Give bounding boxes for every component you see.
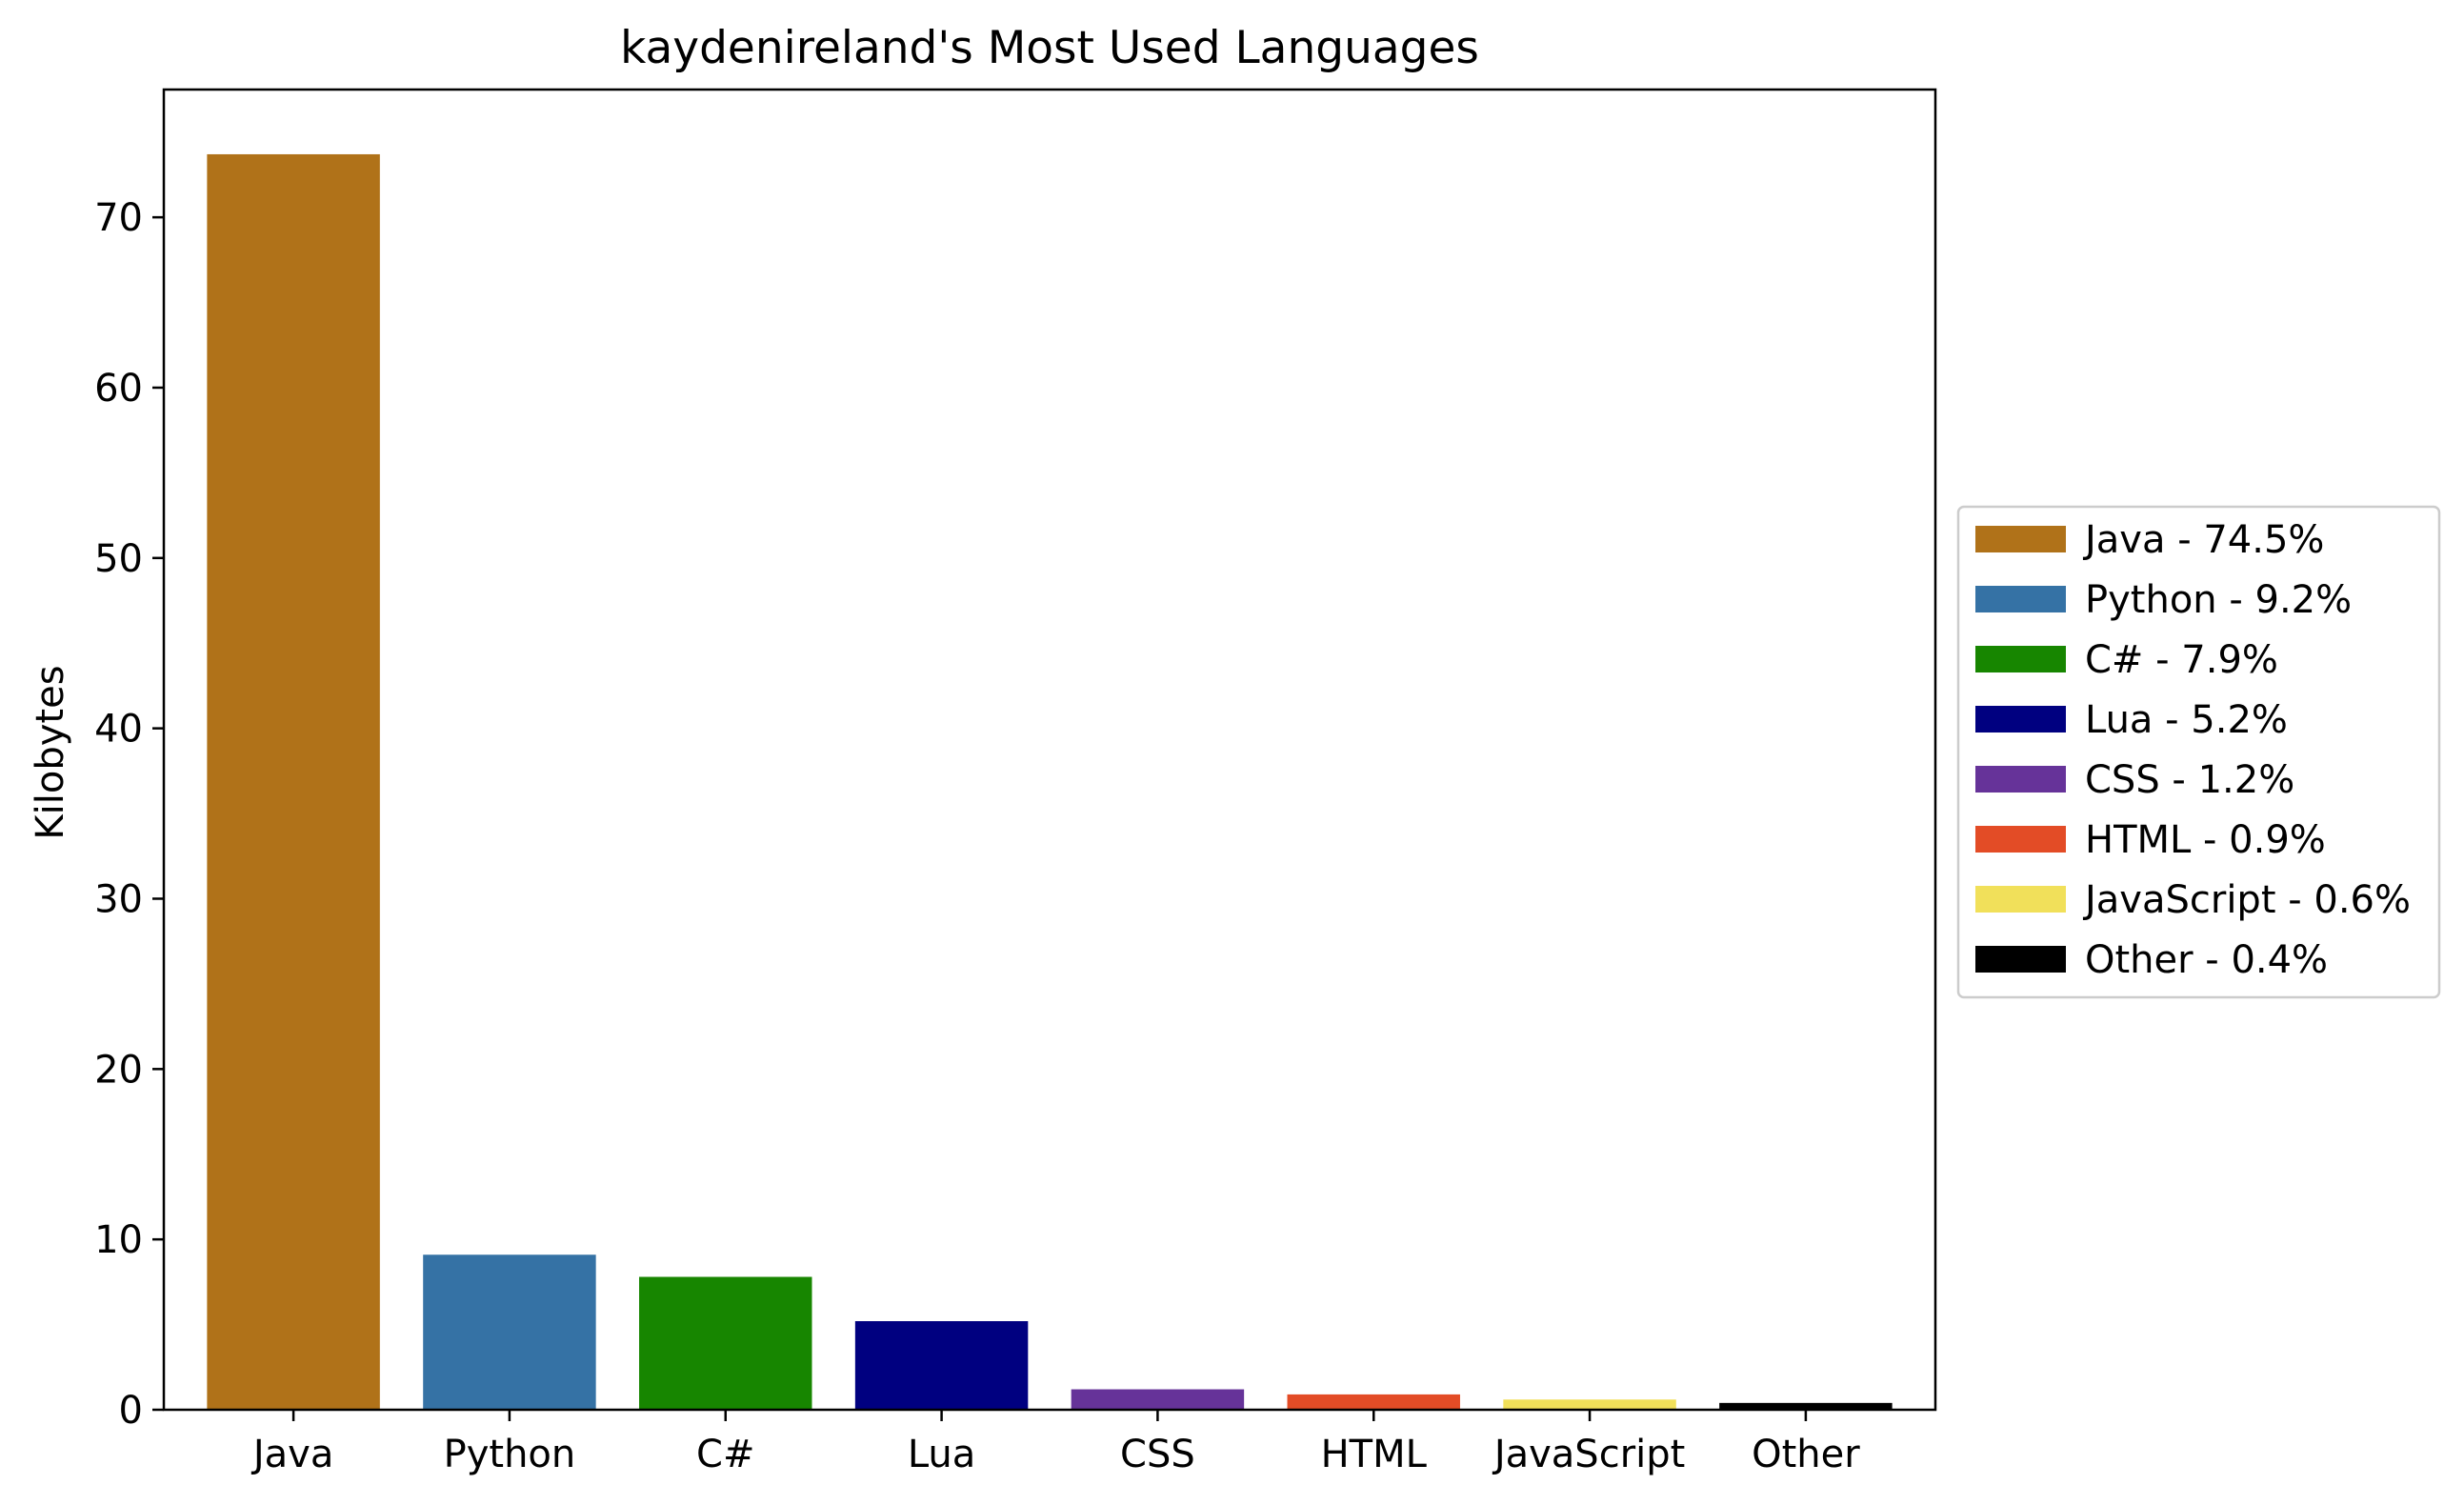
x-tick-label: C#	[696, 1433, 754, 1476]
y-axis-label: Kilobytes	[29, 665, 72, 839]
y-axis-ticks: 0 10 20 30 40 50 60 70	[94, 196, 164, 1433]
y-tick-label: 30	[94, 877, 143, 921]
bar-other	[1719, 1402, 1893, 1410]
x-tick-label: HTML	[1321, 1433, 1428, 1476]
legend-swatch	[1975, 526, 2066, 552]
legend-label: JavaScript - 0.6%	[2082, 878, 2411, 922]
legend-swatch	[1975, 586, 2066, 612]
legend-label: Lua - 5.2%	[2085, 698, 2288, 742]
legend-swatch	[1975, 766, 2066, 793]
legend-swatch	[1975, 646, 2066, 672]
x-tick-label: Other	[1752, 1433, 1860, 1476]
x-tick-label: Python	[444, 1433, 576, 1476]
legend-label: CSS - 1.2%	[2085, 758, 2294, 802]
chart-title: kaydenireland's Most Used Languages	[620, 22, 1479, 74]
y-tick-label: 0	[119, 1389, 143, 1433]
x-tick-label: JavaScript	[1492, 1433, 1686, 1476]
x-axis-ticks: Java Python C# Lua CSS HTML JavaScript Other	[250, 1410, 1860, 1476]
x-tick-label: CSS	[1120, 1433, 1195, 1476]
legend-label: HTML - 0.9%	[2085, 818, 2326, 862]
legend-swatch	[1975, 946, 2066, 973]
legend-label: Java - 74.5%	[2082, 518, 2324, 562]
y-tick-label: 50	[94, 537, 143, 581]
bar-javascript	[1503, 1399, 1676, 1410]
legend-swatch	[1975, 886, 2066, 913]
legend-swatch	[1975, 706, 2066, 732]
legend-label: C# - 7.9%	[2085, 638, 2278, 682]
bars-layer	[207, 153, 1893, 1410]
legend-box	[1956, 505, 2441, 999]
legend-label: Python - 9.2%	[2085, 578, 2352, 622]
y-tick-label: 70	[94, 196, 143, 240]
bar-python	[423, 1254, 596, 1410]
bar-c-	[639, 1276, 812, 1410]
bar-lua	[854, 1321, 1029, 1410]
bar-java	[207, 153, 380, 1410]
x-tick-label: Java	[250, 1433, 334, 1476]
y-tick-label: 40	[94, 708, 143, 752]
bar-html	[1287, 1394, 1460, 1410]
legend-swatch	[1975, 826, 2066, 853]
legend-label: Other - 0.4%	[2085, 938, 2328, 982]
y-tick-label: 20	[94, 1048, 143, 1092]
plot-frame	[162, 88, 1937, 1412]
legend: Java - 74.5% Python - 9.2% C# - 7.9% Lua - …	[1956, 505, 2441, 999]
y-tick-label: 10	[94, 1218, 143, 1262]
y-tick-label: 60	[94, 367, 143, 411]
x-tick-label: Lua	[908, 1433, 975, 1476]
bar-css	[1071, 1389, 1245, 1410]
